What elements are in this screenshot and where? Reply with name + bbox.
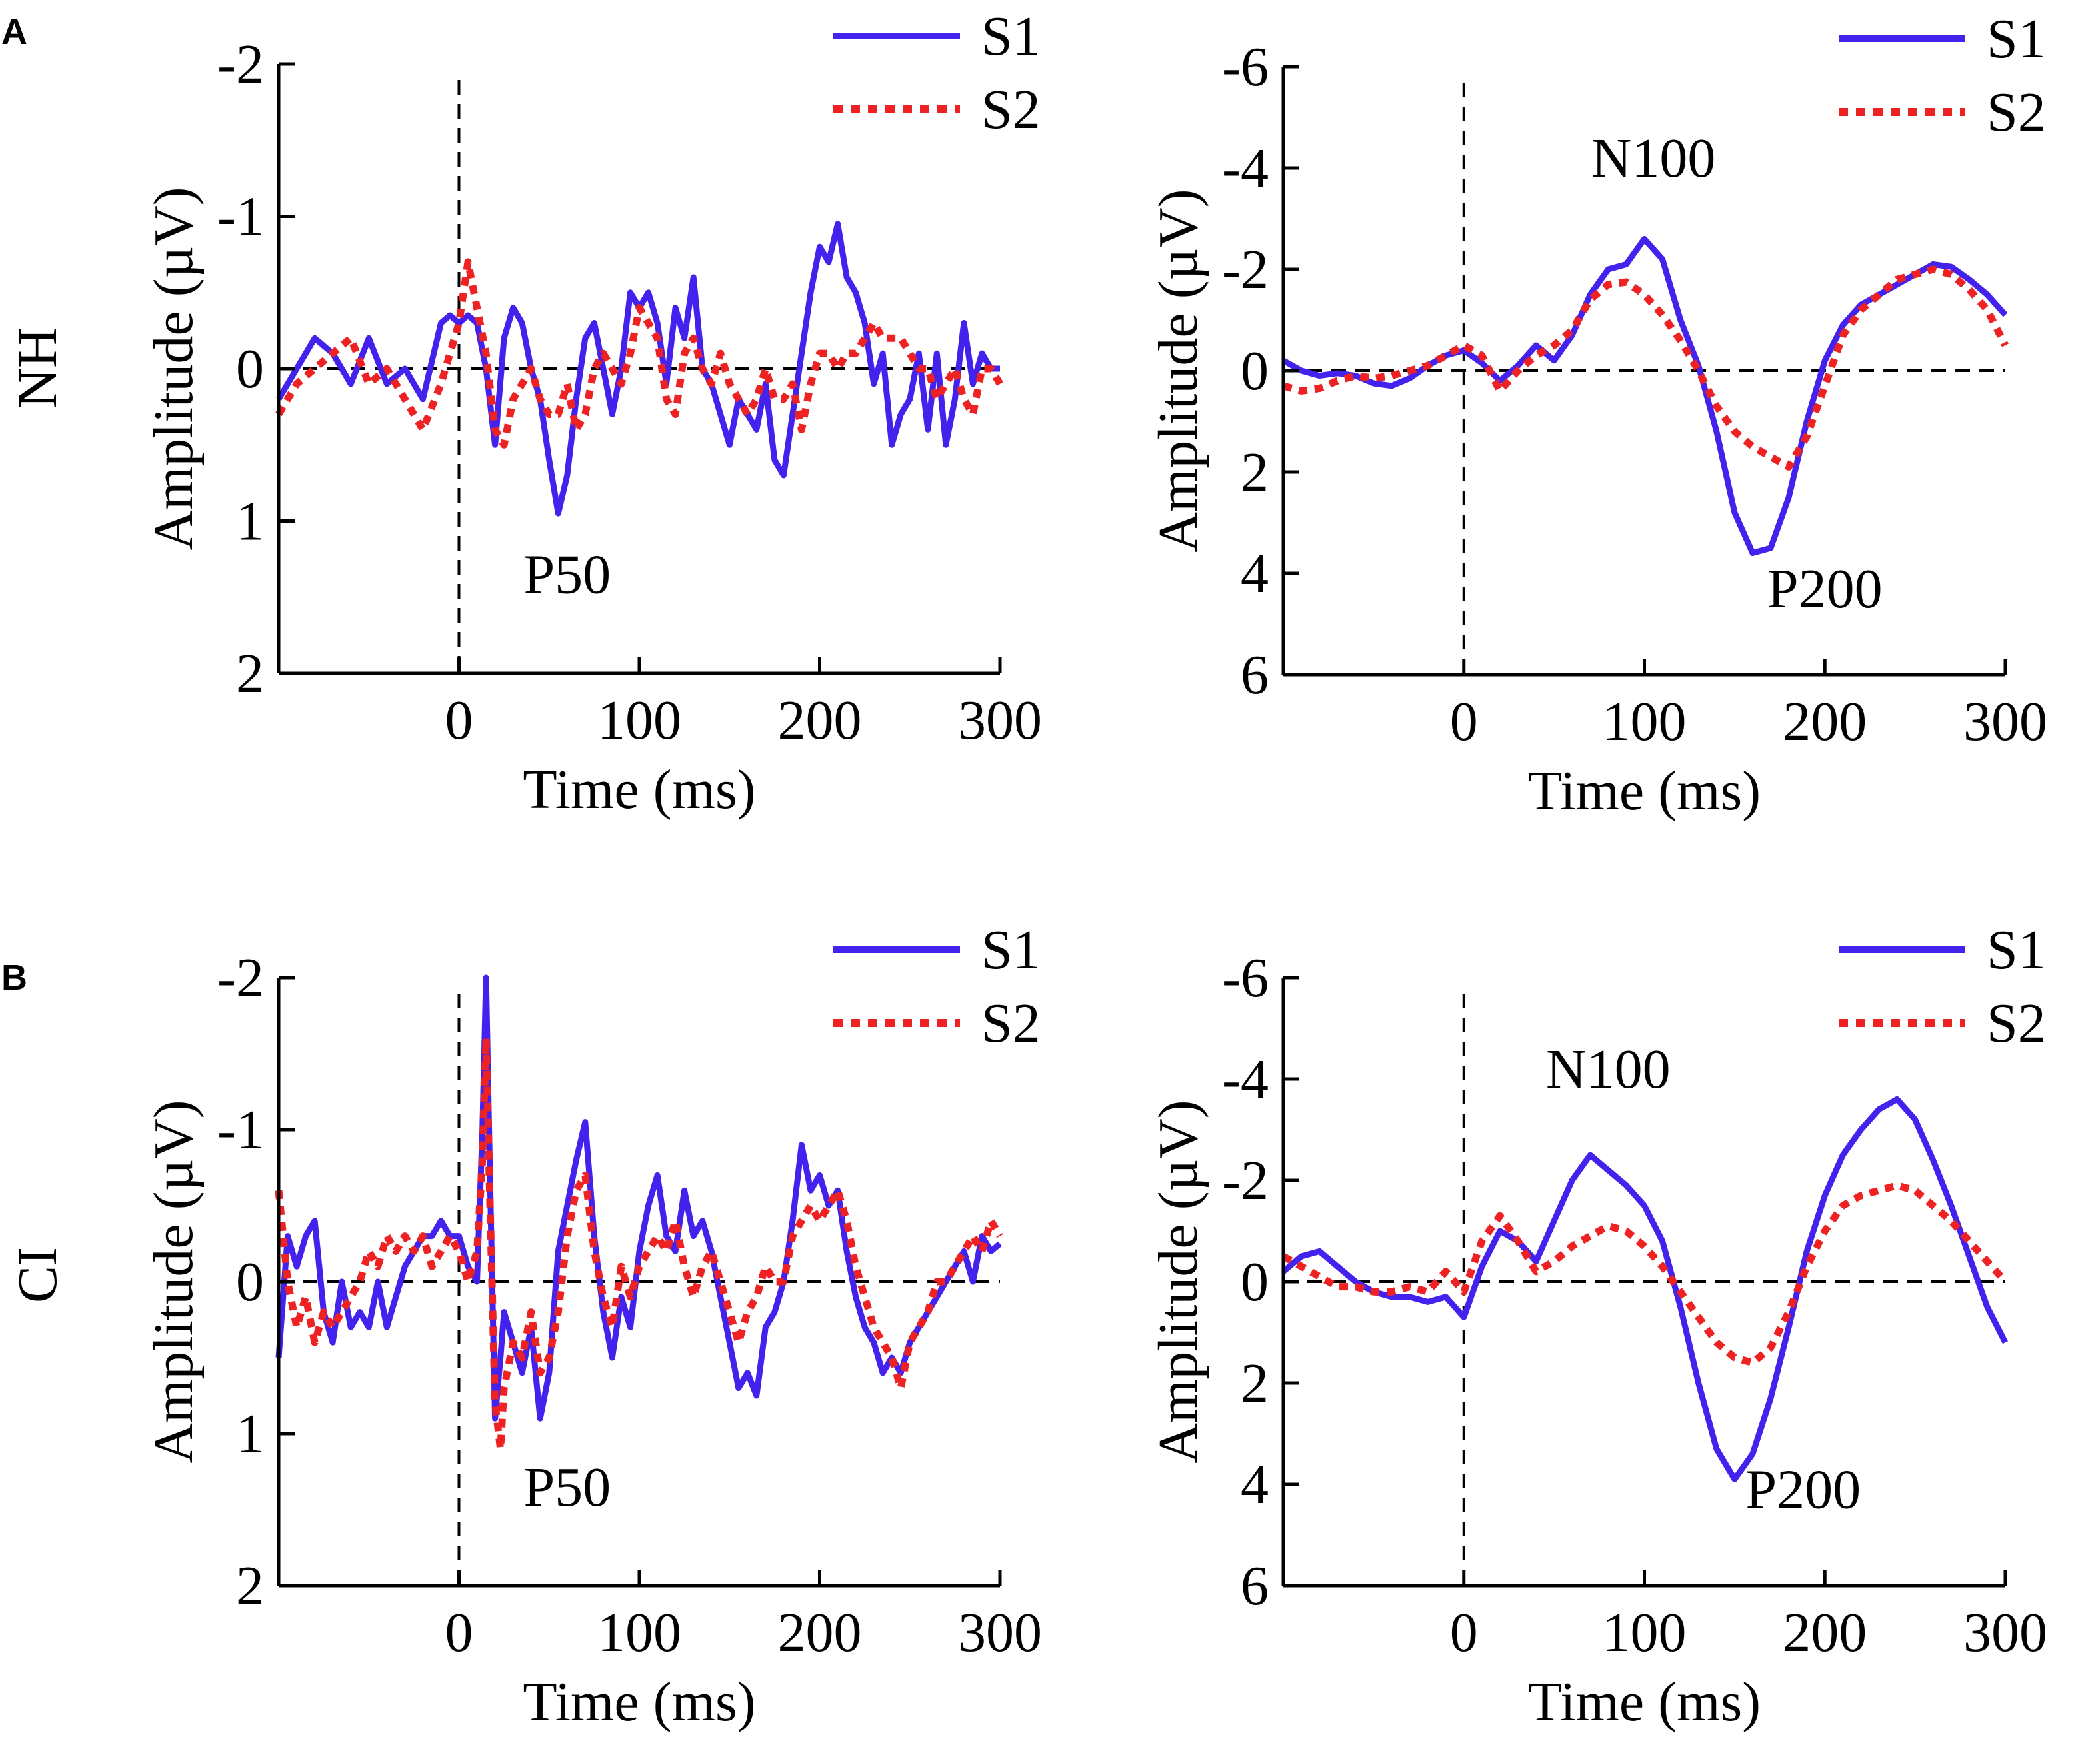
x-tick-label: 100 <box>1603 1602 1687 1664</box>
panel-letter-b: B <box>1 958 27 998</box>
peak-label-p200: P200 <box>1745 1459 1861 1521</box>
series-line-s2 <box>275 258 1003 449</box>
y-tick-label: 4 <box>1241 543 1269 605</box>
x-tick-label: 300 <box>1963 1602 2047 1664</box>
y-tick-label: 4 <box>1241 1454 1269 1516</box>
series-line-s1 <box>276 221 1000 517</box>
legend-label-s2: S2 <box>1987 81 2046 143</box>
x-tick-label: 100 <box>597 1602 681 1664</box>
y-tick-label: 0 <box>236 1251 264 1313</box>
y-tick-label: 1 <box>236 491 264 553</box>
x-axis-label: Time (ms) <box>523 759 755 821</box>
series-line-s1 <box>275 974 1002 1422</box>
x-tick-label: 200 <box>1783 691 1867 753</box>
y-tick-label: -2 <box>217 947 264 1009</box>
group-label-ci: CI <box>7 1247 69 1303</box>
plot-nh-late-latency: -6 -4 -2 0 2 4 6 0 100 200 300 Time (ms) Amplitude (… <box>1147 8 2047 822</box>
legend-label-s1: S1 <box>981 919 1041 981</box>
series-line-s1 <box>1281 1096 2009 1482</box>
y-axis-label: Amplitude (µV) <box>143 187 205 550</box>
y-tick-label: -1 <box>217 186 264 248</box>
x-tick-label: 300 <box>958 689 1042 751</box>
y-tick-label: 2 <box>236 643 264 705</box>
y-tick-label: 2 <box>236 1555 264 1617</box>
y-tick-label: -2 <box>1222 239 1269 301</box>
x-tick-label: 200 <box>1783 1602 1867 1664</box>
y-tick-label: 1 <box>236 1403 264 1465</box>
series-line-s2 <box>1281 1182 2009 1367</box>
x-tick-label: 0 <box>445 689 473 751</box>
y-tick-label: -1 <box>217 1099 264 1161</box>
peak-label-n100: N100 <box>1591 127 1716 189</box>
x-tick-label: 0 <box>1450 1602 1478 1664</box>
legend-label-s2: S2 <box>981 79 1041 141</box>
y-tick-label: -4 <box>1222 137 1269 199</box>
y-tick-label: 6 <box>1241 644 1269 706</box>
series-line-s2 <box>1282 265 2009 471</box>
peak-label-p200: P200 <box>1767 558 1883 620</box>
x-axis-label: Time (ms) <box>1528 760 1761 822</box>
legend-label-s1: S1 <box>1987 8 2046 70</box>
x-tick-label: 200 <box>778 689 862 751</box>
y-tick-label: 0 <box>1241 1251 1269 1313</box>
x-tick-label: 100 <box>597 689 681 751</box>
x-axis-label: Time (ms) <box>1528 1671 1761 1733</box>
x-tick-label: 300 <box>1963 691 2047 753</box>
x-axis-label: Time (ms) <box>523 1671 755 1733</box>
y-tick-label: 2 <box>1241 1352 1269 1414</box>
legend-label-s1: S1 <box>1987 919 2046 981</box>
y-tick-label: -6 <box>1222 36 1269 98</box>
x-tick-label: 200 <box>778 1602 862 1664</box>
plot-ci-late-latency: -6 -4 -2 0 2 4 6 0 100 200 300 Time (ms) Amplitude (… <box>1147 919 2047 1733</box>
y-tick-label: -2 <box>1222 1150 1269 1212</box>
plot-nh-middle-latency: -2 -1 0 1 2 0 100 200 300 Time (ms) Amplitude (µV)… <box>143 5 1042 821</box>
series-line-s1 <box>1281 235 2008 557</box>
panel-letter-a: A <box>1 12 27 52</box>
x-tick-label: 300 <box>958 1602 1042 1664</box>
y-tick-label: 0 <box>1241 340 1269 402</box>
peak-label-p50: P50 <box>523 543 611 605</box>
y-axis-label: Amplitude (µV) <box>1147 1100 1209 1463</box>
peak-label-n100: N100 <box>1546 1038 1671 1100</box>
legend-label-s1: S1 <box>981 5 1041 67</box>
plot-ci-middle-latency: -2 -1 0 1 2 0 100 200 300 Time (ms) Amplitude (µV)… <box>143 919 1042 1733</box>
y-tick-label: 0 <box>236 338 264 400</box>
x-tick-label: 0 <box>445 1602 473 1664</box>
x-tick-label: 100 <box>1603 691 1687 753</box>
y-tick-label: 2 <box>1241 441 1269 503</box>
legend-label-s2: S2 <box>981 992 1041 1054</box>
y-tick-label: -2 <box>217 33 264 95</box>
group-label-nh: NH <box>7 327 69 408</box>
y-tick-label: -4 <box>1222 1048 1269 1110</box>
peak-label-p50: P50 <box>523 1456 611 1518</box>
y-axis-label: Amplitude (µV) <box>1147 189 1209 552</box>
legend-label-s2: S2 <box>1987 992 2046 1054</box>
y-tick-label: -6 <box>1222 947 1269 1009</box>
y-tick-label: 6 <box>1241 1555 1269 1617</box>
y-axis-label: Amplitude (µV) <box>143 1100 205 1463</box>
series-line-s2 <box>275 1034 1003 1453</box>
x-tick-label: 0 <box>1450 691 1478 753</box>
